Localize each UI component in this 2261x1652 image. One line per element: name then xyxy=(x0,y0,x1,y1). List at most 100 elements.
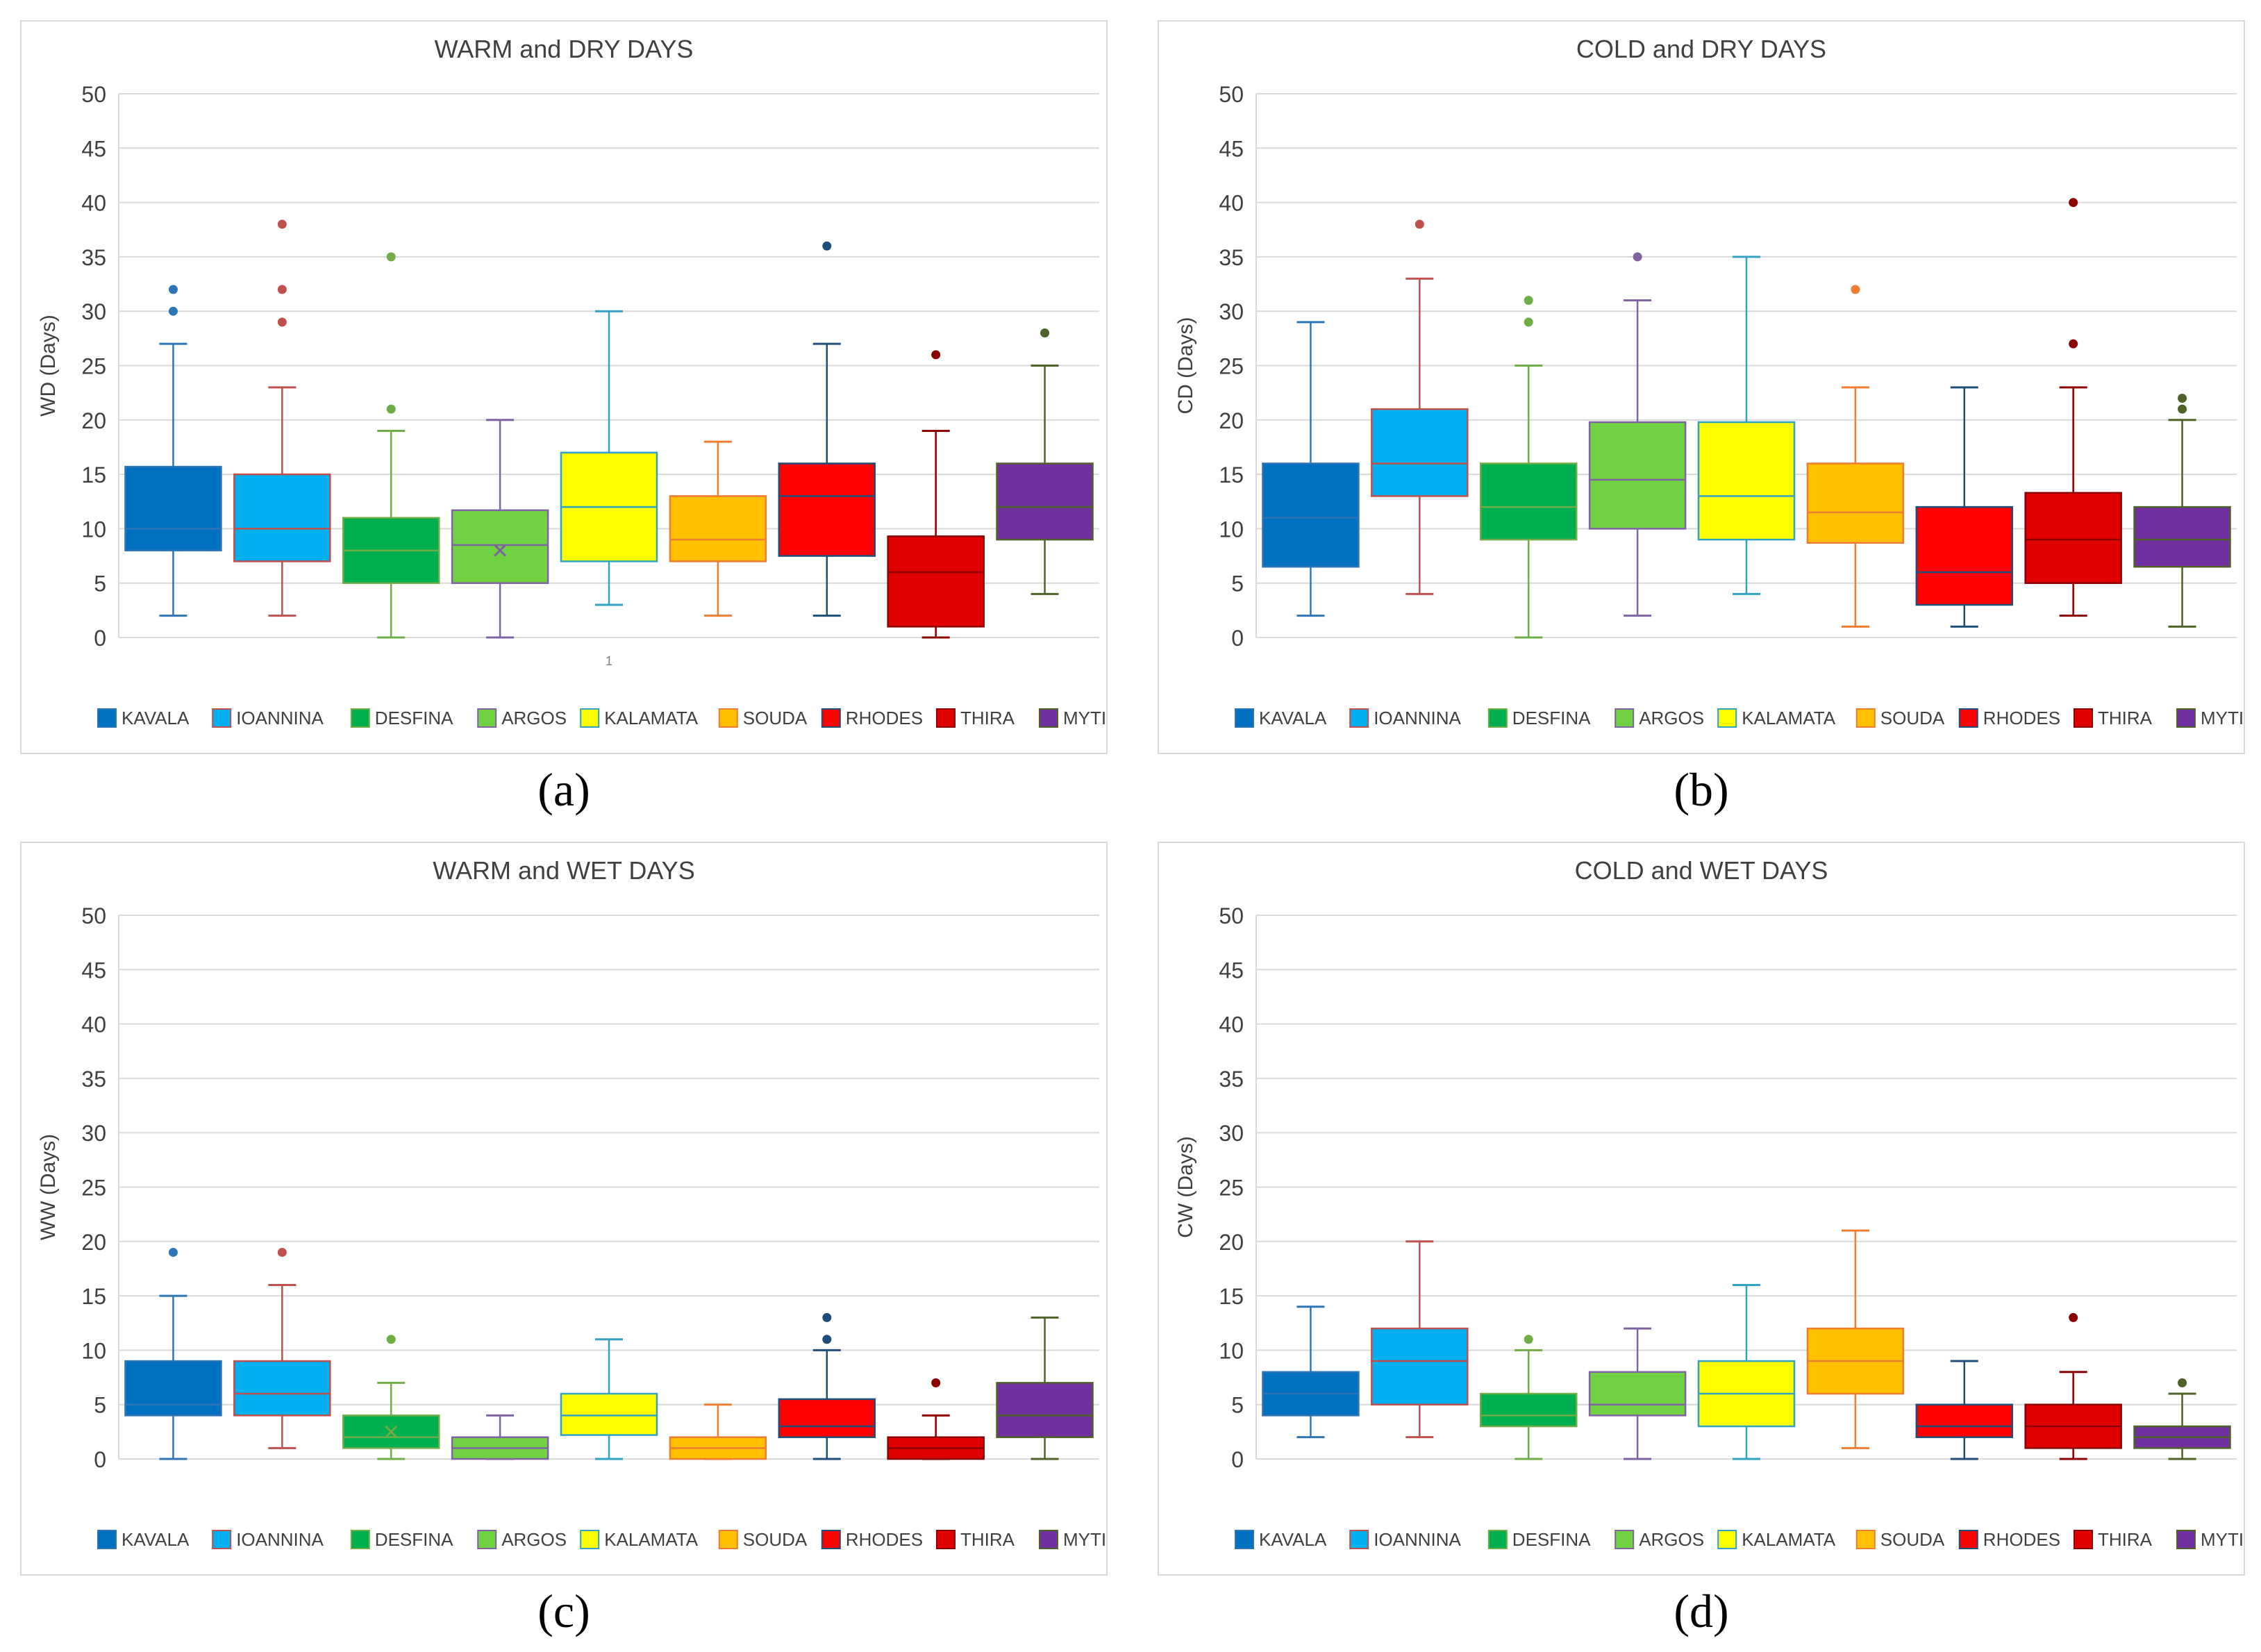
legend-swatch-souda xyxy=(718,1530,738,1549)
legend-label-thira: THIRA xyxy=(960,1529,1015,1550)
legend-label-mytilini: MYTILINI xyxy=(2201,708,2244,728)
y-tick-label-0: 0 xyxy=(1231,1447,1244,1472)
legend-swatch-rhodes xyxy=(1958,1530,1978,1549)
legend-swatch-kavala xyxy=(97,1530,117,1549)
outlier-rhodes-13 xyxy=(822,1312,832,1322)
outlier-desfina-11 xyxy=(386,1335,396,1344)
y-tick-label-30: 30 xyxy=(1219,299,1244,324)
legend-label-rhodes: RHODES xyxy=(846,1529,923,1550)
legend-swatch-thira xyxy=(2074,708,2093,728)
y-tick-label-35: 35 xyxy=(1219,1067,1244,1092)
y-tick-label-0: 0 xyxy=(1231,626,1244,651)
legend-swatch-kavala xyxy=(97,708,117,728)
legend-label-desfina: DESFINA xyxy=(1512,1529,1591,1550)
y-tick-label-15: 15 xyxy=(1219,1284,1244,1309)
outlier-argos-35 xyxy=(1633,252,1642,262)
legend-label-kavala: KAVALA xyxy=(1259,708,1327,728)
legend-swatch-mytilini xyxy=(1039,1530,1058,1549)
chart-warm-wet: WARM and WET DAYS 0 5 10 15 20 25 30 35 40 45 50 WW … xyxy=(37,856,1106,1550)
legend-swatch-ioannina xyxy=(1349,708,1369,728)
legend-swatch-rhodes xyxy=(1958,708,1978,728)
chart-panel-c: WARM and WET DAYS 0 5 10 15 20 25 30 35 40 45 50 WW … xyxy=(20,842,1108,1576)
legend-label-souda: SOUDA xyxy=(743,1529,808,1550)
y-axis-label: CW (Days) xyxy=(1174,1136,1197,1238)
y-tick-label-30: 30 xyxy=(81,1121,106,1146)
box-rhodes xyxy=(1915,1403,2014,1438)
y-tick-label-50: 50 xyxy=(1219,903,1244,928)
outlier-mytilini-21 xyxy=(2178,404,2187,414)
y-tick-label-40: 40 xyxy=(1219,1012,1244,1037)
y-tick-label-10: 10 xyxy=(1219,1338,1244,1363)
y-tick-label-20: 20 xyxy=(1219,1230,1244,1255)
legend-label-rhodes: RHODES xyxy=(1983,708,2060,728)
outlier-mytilini-7 xyxy=(2178,1378,2187,1387)
legend-swatch-ioannina xyxy=(212,708,232,728)
y-tick-label-0: 0 xyxy=(94,626,106,651)
legend-swatch-kalamata xyxy=(1717,1530,1737,1549)
chart-cold-dry: COLD and DRY DAYS 0 5 10 15 20 25 30 35 40 45 50 CD … xyxy=(1174,35,2244,728)
y-tick-label-10: 10 xyxy=(81,517,106,542)
y-axis-label: WD (Days) xyxy=(37,315,60,417)
mean-marker-argos xyxy=(494,544,507,557)
y-tick-label-30: 30 xyxy=(81,299,106,324)
legend-label-rhodes: RHODES xyxy=(1983,1529,2060,1550)
y-tick-label-50: 50 xyxy=(81,82,106,107)
box-ioannina xyxy=(1371,408,1469,497)
y-tick-label-50: 50 xyxy=(81,903,106,928)
legend-label-mytilini: MYTILINI xyxy=(1063,708,1106,728)
legend-label-kalamata: KALAMATA xyxy=(604,708,699,728)
legend-swatch-desfina xyxy=(1487,708,1508,728)
y-tick-label-15: 15 xyxy=(81,462,106,487)
box-argos xyxy=(1588,421,1687,530)
chart-warm-dry: WARM and DRY DAYS 0 5 10 15 20 25 30 35 40 45 50 WD … xyxy=(37,35,1106,728)
legend-swatch-rhodes xyxy=(821,1530,841,1549)
legend-label-mytilini: MYTILINI xyxy=(1063,1529,1106,1550)
legend-label-kavala: KAVALA xyxy=(122,708,190,728)
box-ioannina xyxy=(1371,1327,1469,1405)
box-mytilini xyxy=(2133,506,2231,568)
legend-label-thira: THIRA xyxy=(960,708,1015,728)
outlier-desfina-31 xyxy=(1524,296,1533,306)
outlier-thira-13 xyxy=(2069,1312,2078,1322)
chart-panel-b: COLD and DRY DAYS 0 5 10 15 20 25 30 35 40 45 50 CD … xyxy=(1158,20,2245,754)
panel-letter-c: (c) xyxy=(537,1585,590,1637)
legend-swatch-desfina xyxy=(350,708,370,728)
panel-letter-d: (d) xyxy=(1674,1585,1729,1637)
outlier-ioannina-19 xyxy=(277,1247,287,1257)
outlier-ioannina-32 xyxy=(277,285,287,294)
box-mytilini xyxy=(996,462,1094,541)
box-rhodes xyxy=(778,1398,876,1438)
legend-swatch-thira xyxy=(936,708,956,728)
legend-swatch-thira xyxy=(2074,1530,2093,1549)
y-tick-label-45: 45 xyxy=(81,958,106,983)
box-thira xyxy=(887,535,985,628)
box-kalamata xyxy=(560,1392,658,1436)
outlier-kavala-30 xyxy=(168,306,178,316)
outlier-desfina-35 xyxy=(386,252,396,262)
mean-marker-desfina xyxy=(385,1425,398,1438)
outlier-mytilini-28 xyxy=(1040,328,1050,338)
box-kalamata xyxy=(1697,421,1796,541)
legend-label-desfina: DESFINA xyxy=(1512,708,1591,728)
legend-label-desfina: DESFINA xyxy=(375,1529,453,1550)
legend-swatch-desfina xyxy=(350,1530,370,1549)
outlier-mytilini-22 xyxy=(2178,393,2187,403)
y-tick-label-35: 35 xyxy=(81,245,106,270)
legend-swatch-kalamata xyxy=(1717,708,1737,728)
chart-panel-a: WARM and DRY DAYS 0 5 10 15 20 25 30 35 40 45 50 WD … xyxy=(20,20,1108,754)
legend-label-ioannina: IOANNINA xyxy=(236,708,324,728)
y-tick-label-40: 40 xyxy=(1219,191,1244,216)
chart-title: COLD and WET DAYS xyxy=(1575,856,1828,885)
legend-swatch-mytilini xyxy=(2176,1530,2196,1549)
outlier-desfina-11 xyxy=(1524,1335,1533,1344)
legend-swatch-rhodes xyxy=(821,708,841,728)
y-tick-label-10: 10 xyxy=(1219,517,1244,542)
panel-letter-b: (b) xyxy=(1674,763,1729,816)
y-tick-label-45: 45 xyxy=(1219,136,1244,161)
legend-swatch-ioannina xyxy=(1349,1530,1369,1549)
y-tick-label-0: 0 xyxy=(94,1447,106,1472)
y-tick-label-20: 20 xyxy=(81,408,106,433)
y-tick-label-25: 25 xyxy=(81,1176,106,1201)
chart-title: WARM and DRY DAYS xyxy=(435,35,694,63)
outlier-thira-40 xyxy=(2069,198,2078,208)
